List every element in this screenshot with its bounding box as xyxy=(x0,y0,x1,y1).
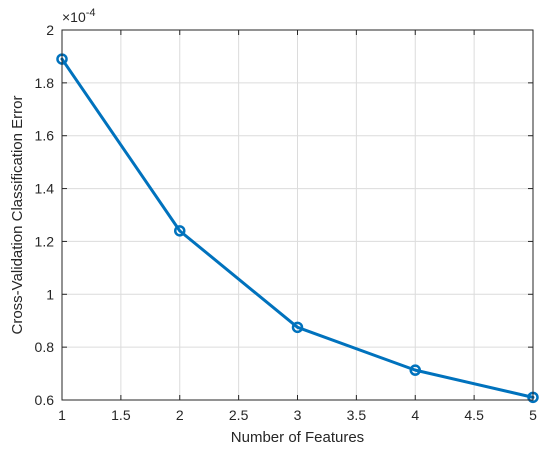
y-tick-label: 1 xyxy=(46,286,54,302)
data-point-marker xyxy=(174,225,186,237)
x-tick-label: 4.5 xyxy=(464,407,484,423)
data-point-marker xyxy=(409,364,421,376)
tick-layer: 1 1.5 2 2.5 3 3.5 4 4.5 5 0.6 0.8 1 1.2 1.4 1.6 1.8 2 xyxy=(35,22,538,423)
y-tick-label: 0.6 xyxy=(35,392,55,408)
exponent-power: -4 xyxy=(86,7,96,19)
x-tick-label: 3.5 xyxy=(347,407,367,423)
y-tick-label: 1.4 xyxy=(35,181,55,197)
x-tick-label: 2.5 xyxy=(229,407,249,423)
x-tick-label: 3 xyxy=(294,407,302,423)
y-tick-label: 1.2 xyxy=(35,233,55,249)
x-tick-label: 5 xyxy=(529,407,537,423)
y-axis-title: Cross-Validation Classification Error xyxy=(9,96,26,335)
x-axis-title: Number of Features xyxy=(231,429,364,446)
x-tick-label: 1 xyxy=(58,407,66,423)
grid-lines xyxy=(62,30,533,400)
x-tick-label: 2 xyxy=(176,407,184,423)
series-line xyxy=(60,57,535,399)
y-tick-label: 1.6 xyxy=(35,128,55,144)
y-tick-label: 0.8 xyxy=(35,339,55,355)
x-tick-label: 1.5 xyxy=(111,407,131,423)
exponent-base: ×10 xyxy=(62,9,86,25)
x-tick-label: 4 xyxy=(411,407,419,423)
y-tick-label: 2 xyxy=(46,22,54,38)
y-tick-label: 1.8 xyxy=(35,75,55,91)
y-axis-exponent-label: ×10-4 xyxy=(62,7,96,25)
data-point-marker xyxy=(291,321,304,334)
